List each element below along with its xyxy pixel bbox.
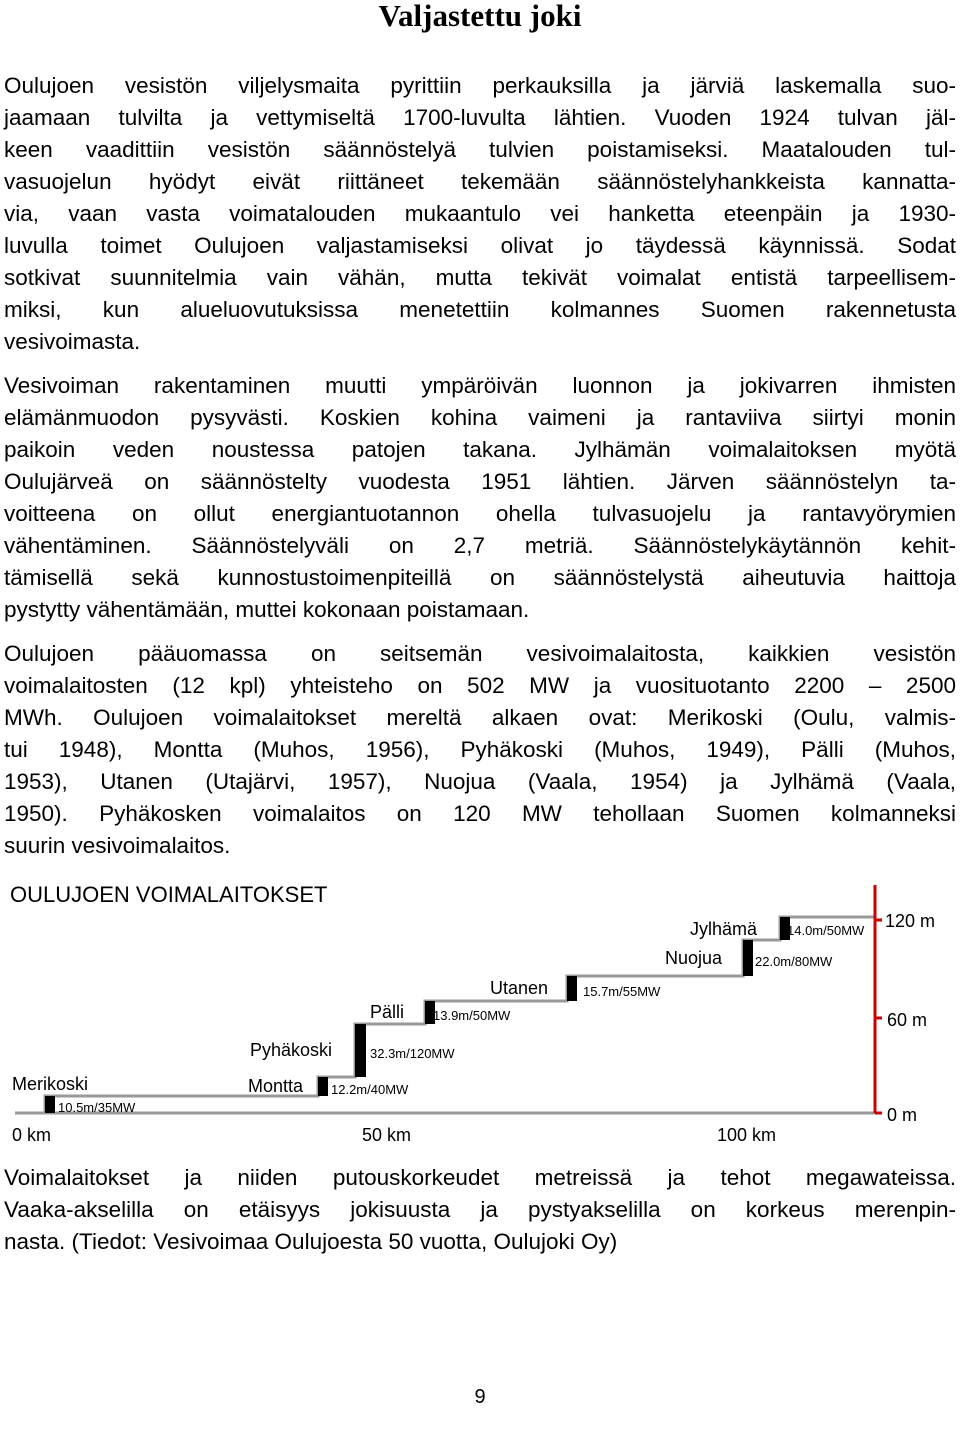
plant-name: Pyhäkoski	[250, 1040, 332, 1060]
plant-label: 15.7m/55MW	[583, 984, 661, 999]
x-axis-label: 0 km	[12, 1125, 51, 1145]
page-title: Valjastettu joki	[378, 0, 582, 33]
figure: OULUJOEN VOIMALAITOKSET Merikoski 10.5m/3…	[10, 882, 935, 1145]
paragraph-line: voimalaitosten (12 kpl) yhteisteho on 50…	[4, 673, 956, 698]
paragraph-line: vasuojelun hyödyt eivät riittäneet tekem…	[4, 169, 956, 194]
paragraph-line: sotkivat suunnitelmia vain vähän, mutta …	[4, 265, 956, 290]
plant-name: Jylhämä	[690, 919, 758, 939]
plant-name: Utanen	[490, 978, 548, 998]
paragraph-line: Oulujoen vesistön viljelysmaita pyrittii…	[4, 73, 956, 98]
paragraph-line: voitteena on ollut energiantuotannon ohe…	[4, 501, 956, 526]
plant-label: 32.3m/120MW	[370, 1046, 455, 1061]
paragraph-line: pystytty vähentämään, muttei kokonaan po…	[4, 597, 530, 622]
dam	[355, 1024, 366, 1077]
paragraph-line: vesivoimasta.	[4, 329, 141, 354]
plant-label: 14.0m/50MW	[787, 923, 865, 938]
caption-line: Vaaka-akselilla on etäisyys jokisuusta j…	[4, 1197, 956, 1222]
height-axis	[873, 885, 882, 1115]
plant-label: 10.5m/35MW	[58, 1100, 136, 1115]
dam	[318, 1077, 328, 1096]
paragraph-line: vähentäminen. Säännöstelyväli on 2,7 met…	[4, 533, 956, 558]
dam	[425, 1001, 435, 1024]
paragraph-line: via, vaan vasta voimatalouden mukaantulo…	[4, 201, 956, 226]
x-axis-label: 50 km	[362, 1125, 411, 1145]
figure-title: OULUJOEN VOIMALAITOKSET	[10, 882, 327, 907]
plant-label: 12.2m/40MW	[331, 1082, 409, 1097]
dam	[780, 917, 790, 940]
paragraph-line: 1950). Pyhäkosken voimalaitos on 120 MW …	[4, 801, 956, 826]
paragraph-line: paikoin veden noustessa patojen takana. …	[4, 437, 956, 462]
dams	[45, 917, 790, 1113]
caption-line: Voimalaitokset ja niiden putouskorkeudet…	[4, 1165, 956, 1190]
paragraph-line: miksi, kun alueluovutuksissa menetettiin…	[4, 297, 956, 322]
x-axis-label: 100 km	[717, 1125, 776, 1145]
paragraph-line: jaamaan tulvilta ja vettymiseltä 1700-lu…	[4, 105, 956, 130]
paragraph-line: keen vaadittiin vesistön säännöstelyä tu…	[4, 137, 956, 162]
paragraph-line: MWh. Oulujoen voimalaitokset mereltä alk…	[4, 705, 956, 730]
plant-name: Pälli	[370, 1002, 404, 1022]
y-axis-label: 60 m	[887, 1010, 927, 1030]
paragraph-line: Oulujärveä on säännöstelty vuodesta 1951…	[4, 469, 956, 494]
paragraph-line: suurin vesivoimalaitos.	[4, 833, 231, 858]
caption-line: nasta. (Tiedot: Vesivoimaa Oulujoesta 50…	[4, 1229, 618, 1254]
dam	[567, 976, 577, 1001]
plant-name: Merikoski	[12, 1074, 88, 1094]
paragraph-line: 1953), Utanen (Utajärvi, 1957), Nuojua (…	[4, 769, 956, 794]
plant-name: Nuojua	[665, 948, 723, 968]
plant-label: 13.9m/50MW	[433, 1008, 511, 1023]
paragraph-line: luvulla toimet Oulujoen valjastamiseksi …	[4, 233, 956, 258]
y-axis-label: 120 m	[885, 911, 935, 931]
paragraph-line: elämänmuodon pysyvästi. Koskien kohina v…	[4, 405, 956, 430]
y-axis-label: 0 m	[887, 1105, 917, 1125]
paragraph-line: Oulujoen pääuomassa on seitsemän vesivoi…	[4, 641, 956, 666]
paragraph-line: tui 1948), Montta (Muhos, 1956), Pyhäkos…	[4, 737, 956, 762]
plant-label: 22.0m/80MW	[755, 954, 833, 969]
dam	[743, 940, 753, 976]
dam	[45, 1096, 55, 1113]
plant-name: Montta	[248, 1076, 304, 1096]
page-number: 9	[474, 1386, 486, 1408]
paragraph-line: Vesivoiman rakentaminen muutti ympäröivä…	[4, 373, 956, 398]
paragraph-line: tämisellä sekä kunnostustoimenpiteillä o…	[4, 565, 956, 590]
